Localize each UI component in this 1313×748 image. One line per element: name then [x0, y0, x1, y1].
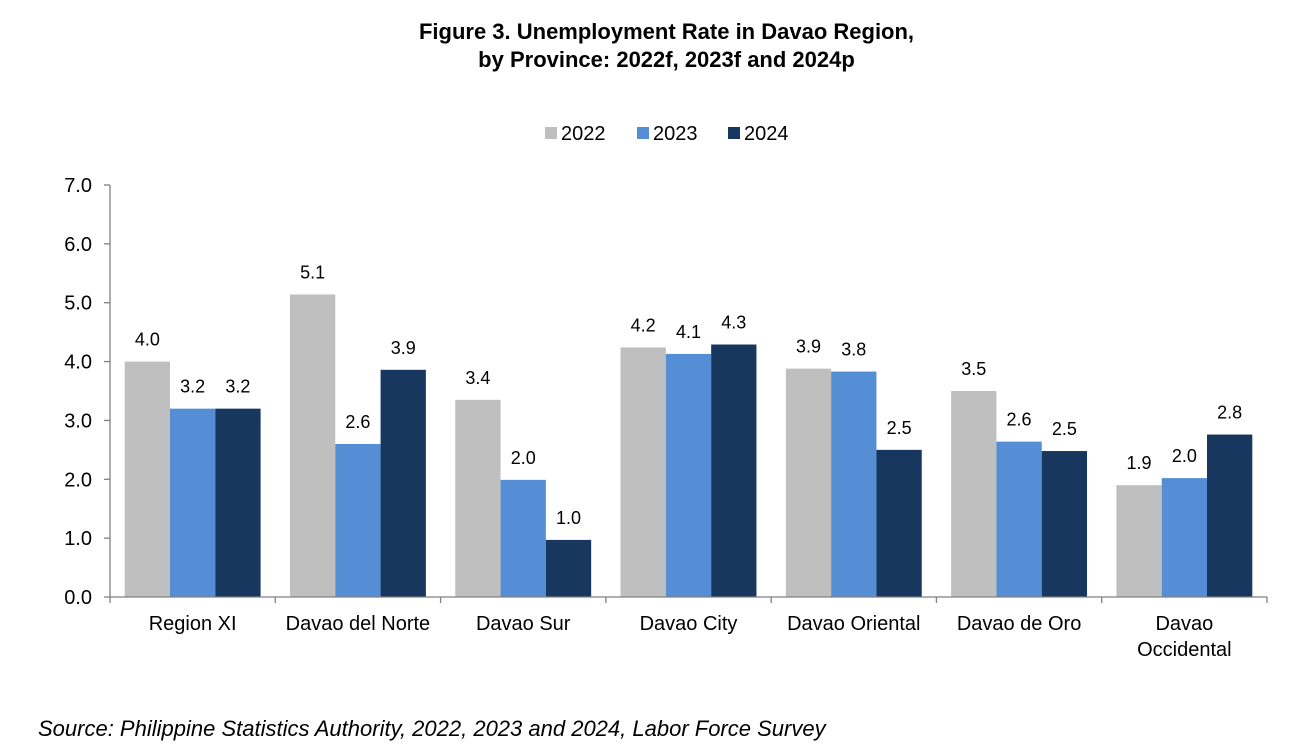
- legend-swatch-2023: [637, 127, 649, 139]
- data-label-2023: 2.6: [345, 412, 370, 432]
- y-tick-label: 4.0: [64, 352, 92, 374]
- y-axis: 0.0 1.0 2.0 3.0 4.0 5.0 6.0 7.0: [64, 175, 111, 609]
- bar-2023: [335, 443, 381, 597]
- x-category-label: Davao City: [640, 613, 738, 635]
- data-label-2024: 1.0: [556, 508, 581, 528]
- bars: [124, 294, 1253, 597]
- y-tick-label: 6.0: [64, 234, 92, 256]
- data-label-2024: 4.3: [721, 313, 746, 333]
- bar-2023: [831, 371, 877, 597]
- y-tick-label: 3.0: [64, 410, 92, 432]
- data-label-2024: 3.2: [225, 377, 250, 397]
- x-category-label: Davao del Norte: [286, 613, 431, 635]
- data-label-2024: 3.9: [391, 338, 416, 358]
- legend-label-2022: 2022: [561, 123, 606, 145]
- data-label-2022: 5.1: [300, 262, 325, 282]
- bar-2022: [785, 368, 832, 597]
- bar-2023: [169, 408, 216, 597]
- data-label-2023: 2.0: [511, 448, 536, 468]
- data-label-2022: 3.4: [465, 368, 490, 388]
- legend-label-2023: 2023: [653, 123, 698, 145]
- chart-title: Figure 3. Unemployment Rate in Davao Reg…: [0, 18, 1313, 74]
- bar-2022: [455, 399, 501, 597]
- bar-2024: [711, 344, 757, 597]
- chart-title-line-2: by Province: 2022f, 2023f and 2024p: [478, 47, 855, 72]
- bar-2024: [545, 539, 592, 597]
- data-label-2022: 3.5: [961, 359, 986, 379]
- data-label-2024: 2.5: [887, 418, 912, 438]
- data-label-2023: 2.0: [1172, 446, 1197, 466]
- legend-swatch-2022: [545, 127, 557, 139]
- bar-2024: [215, 408, 261, 597]
- y-tick-label: 1.0: [64, 528, 92, 550]
- x-category-label: Davao Oriental: [787, 613, 920, 635]
- bar-2022: [620, 347, 666, 597]
- y-tick-label: 0.0: [64, 587, 92, 609]
- data-label-2024: 2.5: [1052, 419, 1077, 439]
- data-labels: 4.0 3.2 3.2 5.1 2.6 3.9 3.4 2.0 1.0 4.2 4.1 4.3 3.9 3…: [135, 262, 1242, 527]
- chart-title-line-1: Figure 3. Unemployment Rate in Davao Reg…: [418, 19, 915, 44]
- data-label-2023: 2.6: [1007, 410, 1032, 430]
- x-axis: Region XI Davao del Norte Davao Sur Davao C…: [109, 596, 1268, 661]
- x-category-label: Occidental: [1137, 639, 1232, 661]
- y-tick-label: 5.0: [64, 293, 92, 315]
- data-label-2023: 3.2: [180, 377, 205, 397]
- bar-2023: [996, 441, 1042, 597]
- bar-2022: [1116, 485, 1162, 597]
- bar-2023: [500, 479, 546, 597]
- bar-2023: [665, 353, 712, 597]
- y-tick-label: 2.0: [64, 469, 92, 491]
- legend: 2022 2023 2024: [545, 123, 789, 145]
- x-category-label: Davao de Oro: [957, 613, 1082, 635]
- bar-2024: [876, 449, 922, 597]
- data-label-2024: 2.8: [1217, 403, 1242, 423]
- source-note: Source: Philippine Statistics Authority,…: [38, 716, 826, 741]
- legend-label-2024: 2024: [744, 123, 789, 145]
- x-category-label: Davao Sur: [476, 613, 571, 635]
- data-label-2022: 3.9: [796, 337, 821, 357]
- x-category-label: Region XI: [149, 613, 237, 635]
- y-tick-label: 7.0: [64, 175, 92, 197]
- data-label-2022: 4.0: [135, 330, 160, 350]
- data-label-2023: 3.8: [841, 340, 866, 360]
- x-category-label: Davao: [1155, 613, 1213, 635]
- bar-2024: [380, 369, 426, 597]
- legend-swatch-2024: [728, 127, 740, 139]
- data-label-2022: 4.2: [631, 315, 656, 335]
- data-label-2022: 1.9: [1127, 453, 1152, 473]
- bar-2024: [1041, 451, 1088, 597]
- bar-2022: [951, 391, 997, 597]
- bar-2024: [1207, 434, 1253, 597]
- bar-2022: [124, 361, 170, 597]
- data-label-2023: 4.1: [676, 322, 701, 342]
- bar-2022: [289, 294, 336, 597]
- bar-2023: [1161, 478, 1208, 597]
